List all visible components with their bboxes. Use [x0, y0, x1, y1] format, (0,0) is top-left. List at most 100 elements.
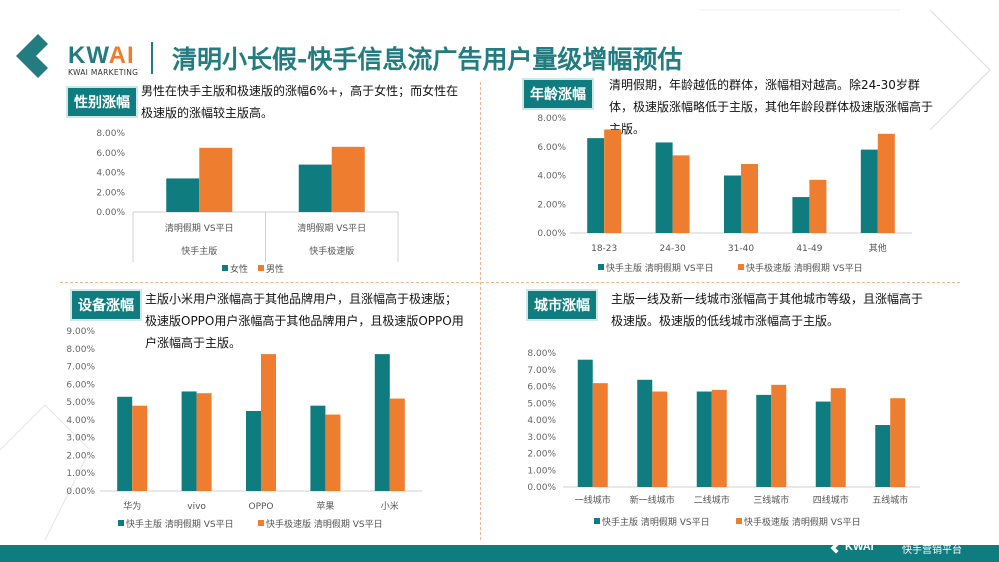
bar-main — [637, 379, 653, 487]
brand-subtitle: KWAI MARKETING — [68, 68, 139, 77]
bar-lite — [672, 155, 690, 233]
y-tick-label: 8.00% — [537, 114, 566, 124]
y-tick-label: 5.00% — [66, 398, 95, 408]
bar-main — [577, 359, 593, 487]
legend-label: 快手主版 清明假期 VS平日 — [606, 262, 714, 274]
bar-lite — [199, 147, 233, 212]
bar-main — [117, 396, 133, 491]
y-tick-label: 2.00% — [537, 200, 566, 210]
bar-lite — [261, 354, 276, 491]
x-tick-label: 41-49 — [796, 244, 822, 254]
bar-main — [310, 405, 326, 491]
y-tick-label: 2.00% — [96, 188, 125, 198]
y-tick-label: 8.00% — [66, 345, 95, 355]
y-tick-label: 1.00% — [66, 469, 95, 479]
bar-main — [655, 142, 673, 233]
brand-logo: KWAI — [68, 42, 135, 69]
y-tick-label: 8.00% — [96, 129, 125, 139]
y-tick-label: 3.00% — [527, 433, 556, 443]
y-tick-label: 0.00% — [96, 208, 125, 218]
x-tick-label: 24-30 — [660, 244, 686, 254]
title-divider — [151, 42, 153, 74]
x-tick-label: 清明假期 VS平日 — [297, 222, 366, 234]
bar-main — [860, 149, 878, 233]
bar-main — [298, 164, 332, 212]
section-desc-age: 清明假期，年龄越低的群体，涨幅相对越高。除24-30岁群体，极速版涨幅略低于主版… — [609, 78, 934, 136]
section-tag-age: 年龄涨幅 — [522, 78, 594, 110]
y-tick-label: 8.00% — [527, 349, 556, 359]
horizontal-divider — [60, 282, 960, 283]
footer-brand: KWAI — [845, 541, 874, 553]
legend-label: 快手主版 清明假期 VS平日 — [126, 518, 234, 530]
y-tick-label: 9.00% — [66, 327, 95, 337]
x-tick-label: 小米 — [381, 500, 399, 512]
group-label: 快手极速版 — [309, 245, 354, 257]
y-tick-label: 6.00% — [537, 143, 566, 153]
legend-swatch — [258, 265, 264, 271]
bar-lite — [331, 146, 365, 212]
section-tag-gender: 性别涨幅 — [66, 86, 138, 118]
legend-swatch — [738, 264, 744, 270]
bar-lite — [196, 393, 212, 491]
legend-label: 快手极速版 清明假期 VS平日 — [744, 516, 861, 528]
section-tag-device: 设备涨幅 — [70, 289, 142, 321]
y-tick-label: 5.00% — [527, 399, 556, 409]
bar-main — [792, 197, 810, 233]
legend-label: 男性 — [266, 263, 284, 275]
bar-lite — [741, 164, 758, 233]
bar-main — [696, 391, 712, 487]
bar-main — [374, 354, 390, 491]
bar-lite — [132, 405, 148, 491]
bar-lite — [592, 383, 608, 487]
bar-lite — [652, 391, 668, 487]
legend-swatch — [222, 265, 228, 271]
footer-text: 快手营销平台 — [902, 545, 962, 556]
x-tick-label: 苹果 — [316, 500, 334, 512]
x-tick-label: OPPO — [248, 502, 273, 512]
legend-label: 快手主版 清明假期 VS平日 — [602, 516, 710, 528]
legend-swatch — [598, 264, 604, 270]
x-tick-label: 清明假期 VS平日 — [165, 222, 234, 234]
y-tick-label: 3.00% — [66, 434, 95, 444]
legend-swatch — [736, 518, 742, 524]
y-tick-label: 4.00% — [537, 172, 566, 182]
y-tick-label: 0.00% — [66, 487, 95, 497]
x-tick-label: 四线城市 — [813, 494, 849, 506]
bar-lite — [890, 398, 906, 487]
group-label: 快手主版 — [181, 245, 217, 257]
bar-lite — [604, 129, 622, 233]
legend-label: 快手极速版 清明假期 VS平日 — [746, 262, 863, 274]
x-tick-label: 五线城市 — [872, 494, 908, 506]
bar-main — [587, 138, 605, 233]
x-tick-label: 31-40 — [728, 244, 754, 254]
legend-label: 快手极速版 清明假期 VS平日 — [266, 518, 383, 530]
section-desc-device: 主版小米用户涨幅高于其他品牌用户，且涨幅高于极速版；极速版OPPO用户涨幅高于其… — [145, 292, 464, 350]
y-tick-label: 6.00% — [527, 383, 556, 393]
footer-bar — [0, 545, 999, 562]
section-tag-city: 城市涨幅 — [526, 289, 598, 321]
section-desc-city: 主版一线及新一线城市涨幅高于其他城市等级，且涨幅高于极速版。极速版的低线城市涨幅… — [611, 292, 924, 328]
bar-lite — [809, 179, 827, 233]
y-tick-label: 7.00% — [527, 366, 556, 376]
legend-swatch — [594, 518, 600, 524]
y-tick-label: 1.00% — [527, 466, 556, 476]
x-tick-label: 18-23 — [591, 244, 617, 254]
bar-main — [181, 391, 197, 491]
y-tick-label: 4.00% — [66, 416, 95, 426]
y-tick-label: 2.00% — [527, 450, 556, 460]
y-tick-label: 2.00% — [66, 451, 95, 461]
section-desc-gender: 男性在快手主版和极速版的涨幅6%+，高于女性；而女性在极速版的涨幅较主版高。 — [141, 84, 459, 120]
y-tick-label: 0.00% — [537, 229, 566, 239]
x-tick-label: 三线城市 — [753, 494, 789, 506]
y-tick-label: 6.00% — [66, 380, 95, 390]
legend-label: 女性 — [230, 263, 248, 275]
bar-lite — [711, 389, 727, 487]
bar-main — [815, 401, 831, 487]
bar-main — [875, 425, 891, 487]
x-tick-label: 其他 — [869, 242, 887, 254]
legend-swatch — [258, 520, 264, 526]
bar-main — [756, 394, 772, 487]
y-tick-label: 0.00% — [527, 483, 556, 493]
bar-lite — [389, 398, 405, 491]
